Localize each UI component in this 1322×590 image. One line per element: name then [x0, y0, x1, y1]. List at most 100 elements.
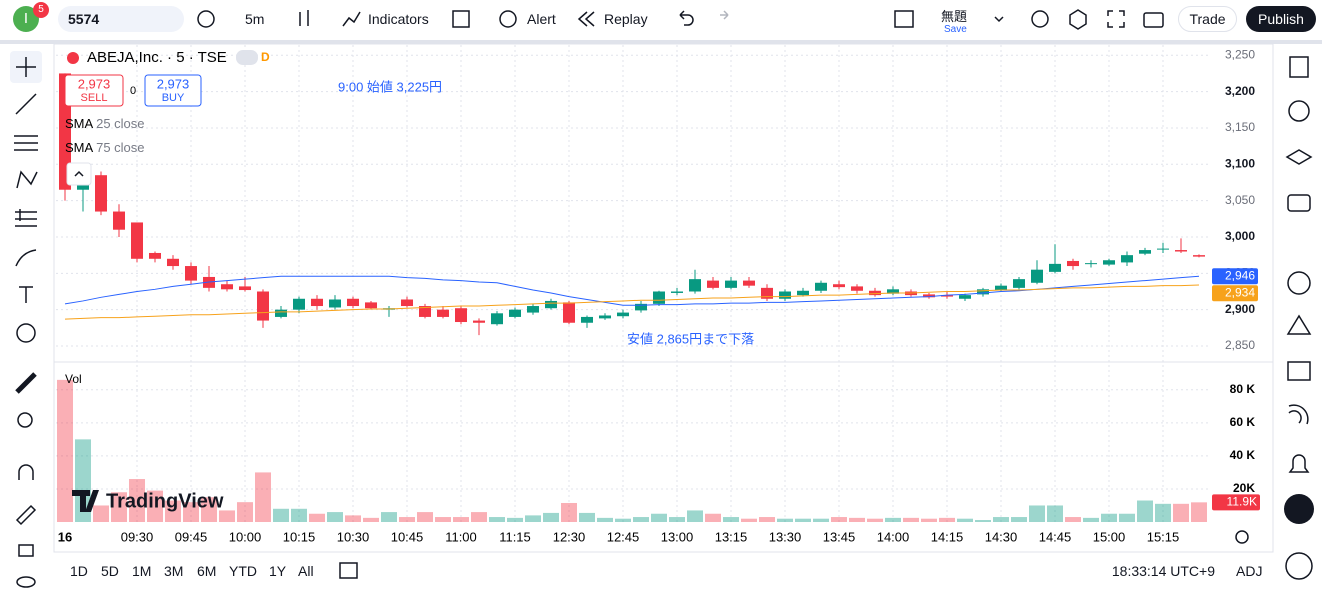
y-tick-label: 3,050: [1225, 193, 1255, 207]
watchlist-icon[interactable]: [1289, 56, 1309, 78]
quick-search[interactable]: [1031, 10, 1049, 28]
target-icon[interactable]: [1287, 271, 1311, 295]
y-tick-label: 3,250: [1225, 47, 1255, 61]
range-button[interactable]: 5D: [101, 563, 119, 579]
replay-icon[interactable]: [577, 11, 595, 27]
volume-bar: [381, 512, 397, 522]
range-button[interactable]: 1M: [132, 563, 152, 579]
emoji-tool[interactable]: [16, 323, 36, 343]
candle-body: [419, 306, 431, 317]
range-button[interactable]: 3M: [164, 563, 184, 579]
candle-body: [239, 286, 251, 291]
ideas-icon[interactable]: [1286, 314, 1312, 335]
toggle[interactable]: [236, 50, 258, 65]
forecast-tool[interactable]: [15, 209, 37, 227]
sma-line: [64, 275, 1200, 306]
sell-button[interactable]: [64, 74, 124, 107]
volume-bar: [1191, 502, 1207, 522]
candle-body: [923, 294, 935, 298]
volume-tick-label: 40 K: [1230, 448, 1256, 462]
candle-body: [995, 285, 1007, 291]
alert-icon[interactable]: [499, 10, 517, 28]
hide-tool[interactable]: [16, 576, 36, 588]
ruler-tool[interactable]: [15, 372, 37, 394]
candle-body: [401, 299, 413, 307]
chart-type[interactable]: [299, 10, 309, 26]
text-tool[interactable]: [19, 286, 33, 303]
trendline-tool[interactable]: [15, 93, 37, 115]
fib-tool[interactable]: [14, 135, 38, 151]
fullscreen[interactable]: [1107, 10, 1125, 28]
layout-name[interactable]: 無題: [941, 9, 968, 24]
volume-bar: [795, 518, 811, 522]
volume-bar: [147, 490, 163, 522]
snapshot[interactable]: [1143, 12, 1164, 28]
range-button[interactable]: YTD: [229, 563, 257, 579]
settings[interactable]: [1069, 9, 1087, 30]
bell-icon[interactable]: [1288, 454, 1310, 473]
interval[interactable]: 5m: [245, 11, 265, 27]
help-icon[interactable]: [1285, 552, 1313, 580]
magnet-tool[interactable]: [18, 464, 34, 480]
layers-icon[interactable]: [1285, 149, 1313, 165]
volume-bar: [525, 515, 541, 522]
volume-bar: [759, 517, 775, 522]
pattern-tool[interactable]: [16, 170, 38, 189]
volume-bar: [1101, 513, 1117, 522]
axis-settings[interactable]: [1235, 530, 1249, 544]
add-symbol[interactable]: [197, 10, 215, 28]
indicators-icon[interactable]: [342, 11, 361, 27]
candle-body: [131, 222, 143, 259]
logo: TradingView: [106, 490, 224, 512]
volume-bar: [219, 510, 235, 522]
candle-body: [275, 309, 287, 317]
templates-icon[interactable]: [452, 10, 470, 28]
candle-body: [1121, 255, 1133, 263]
candle-body: [167, 258, 179, 267]
date-range-icon[interactable]: [339, 562, 358, 579]
candle-body: [725, 280, 737, 288]
apps-icon[interactable]: [1284, 494, 1314, 524]
collapse-legend[interactable]: [66, 162, 92, 186]
volume-bar: [597, 517, 613, 522]
range-button[interactable]: All: [298, 563, 314, 579]
range-button[interactable]: 1D: [70, 563, 88, 579]
symbol-search[interactable]: [58, 6, 184, 32]
alert-button[interactable]: Alert: [527, 11, 556, 27]
calendar-icon[interactable]: [1287, 361, 1311, 381]
redo[interactable]: [720, 10, 729, 20]
chat-icon[interactable]: [1287, 194, 1311, 212]
layout-chevron[interactable]: [994, 16, 1004, 23]
last-volume-box: [1212, 494, 1260, 511]
save[interactable]: Save: [944, 24, 967, 35]
last-value-box: [1212, 285, 1258, 302]
stream-icon[interactable]: [1288, 404, 1309, 425]
buy-label: BUY: [162, 92, 185, 104]
range-button[interactable]: 1Y: [269, 563, 287, 579]
volume-bar: [273, 508, 289, 522]
layout-icon[interactable]: [894, 10, 914, 28]
undo[interactable]: [679, 10, 694, 26]
adjust-button[interactable]: ADJ: [1236, 563, 1263, 579]
volume-bar: [687, 510, 703, 522]
indicators-button[interactable]: Indicators: [368, 11, 429, 27]
draw-lock-tool[interactable]: [15, 504, 37, 526]
publish-button[interactable]: Publish: [1246, 6, 1316, 32]
exchange-icon: [67, 52, 79, 64]
buy-button[interactable]: [144, 74, 202, 107]
brush-tool[interactable]: [15, 249, 37, 267]
replay-button[interactable]: Replay: [604, 11, 648, 27]
lock-tool[interactable]: [18, 544, 34, 557]
candle-body: [365, 302, 377, 309]
volume-bar: [849, 517, 865, 522]
volume-bar: [1155, 503, 1171, 522]
x-tick-label: 14:00: [877, 529, 910, 544]
zoom-tool[interactable]: [17, 412, 33, 428]
volume-bar: [1047, 505, 1063, 522]
candle-body: [293, 298, 305, 310]
alerts-icon[interactable]: [1288, 100, 1310, 122]
range-button[interactable]: 6M: [197, 563, 217, 579]
trade-button[interactable]: Trade: [1178, 6, 1237, 32]
sma-name: SMA: [65, 140, 94, 155]
candle-body: [653, 291, 665, 304]
